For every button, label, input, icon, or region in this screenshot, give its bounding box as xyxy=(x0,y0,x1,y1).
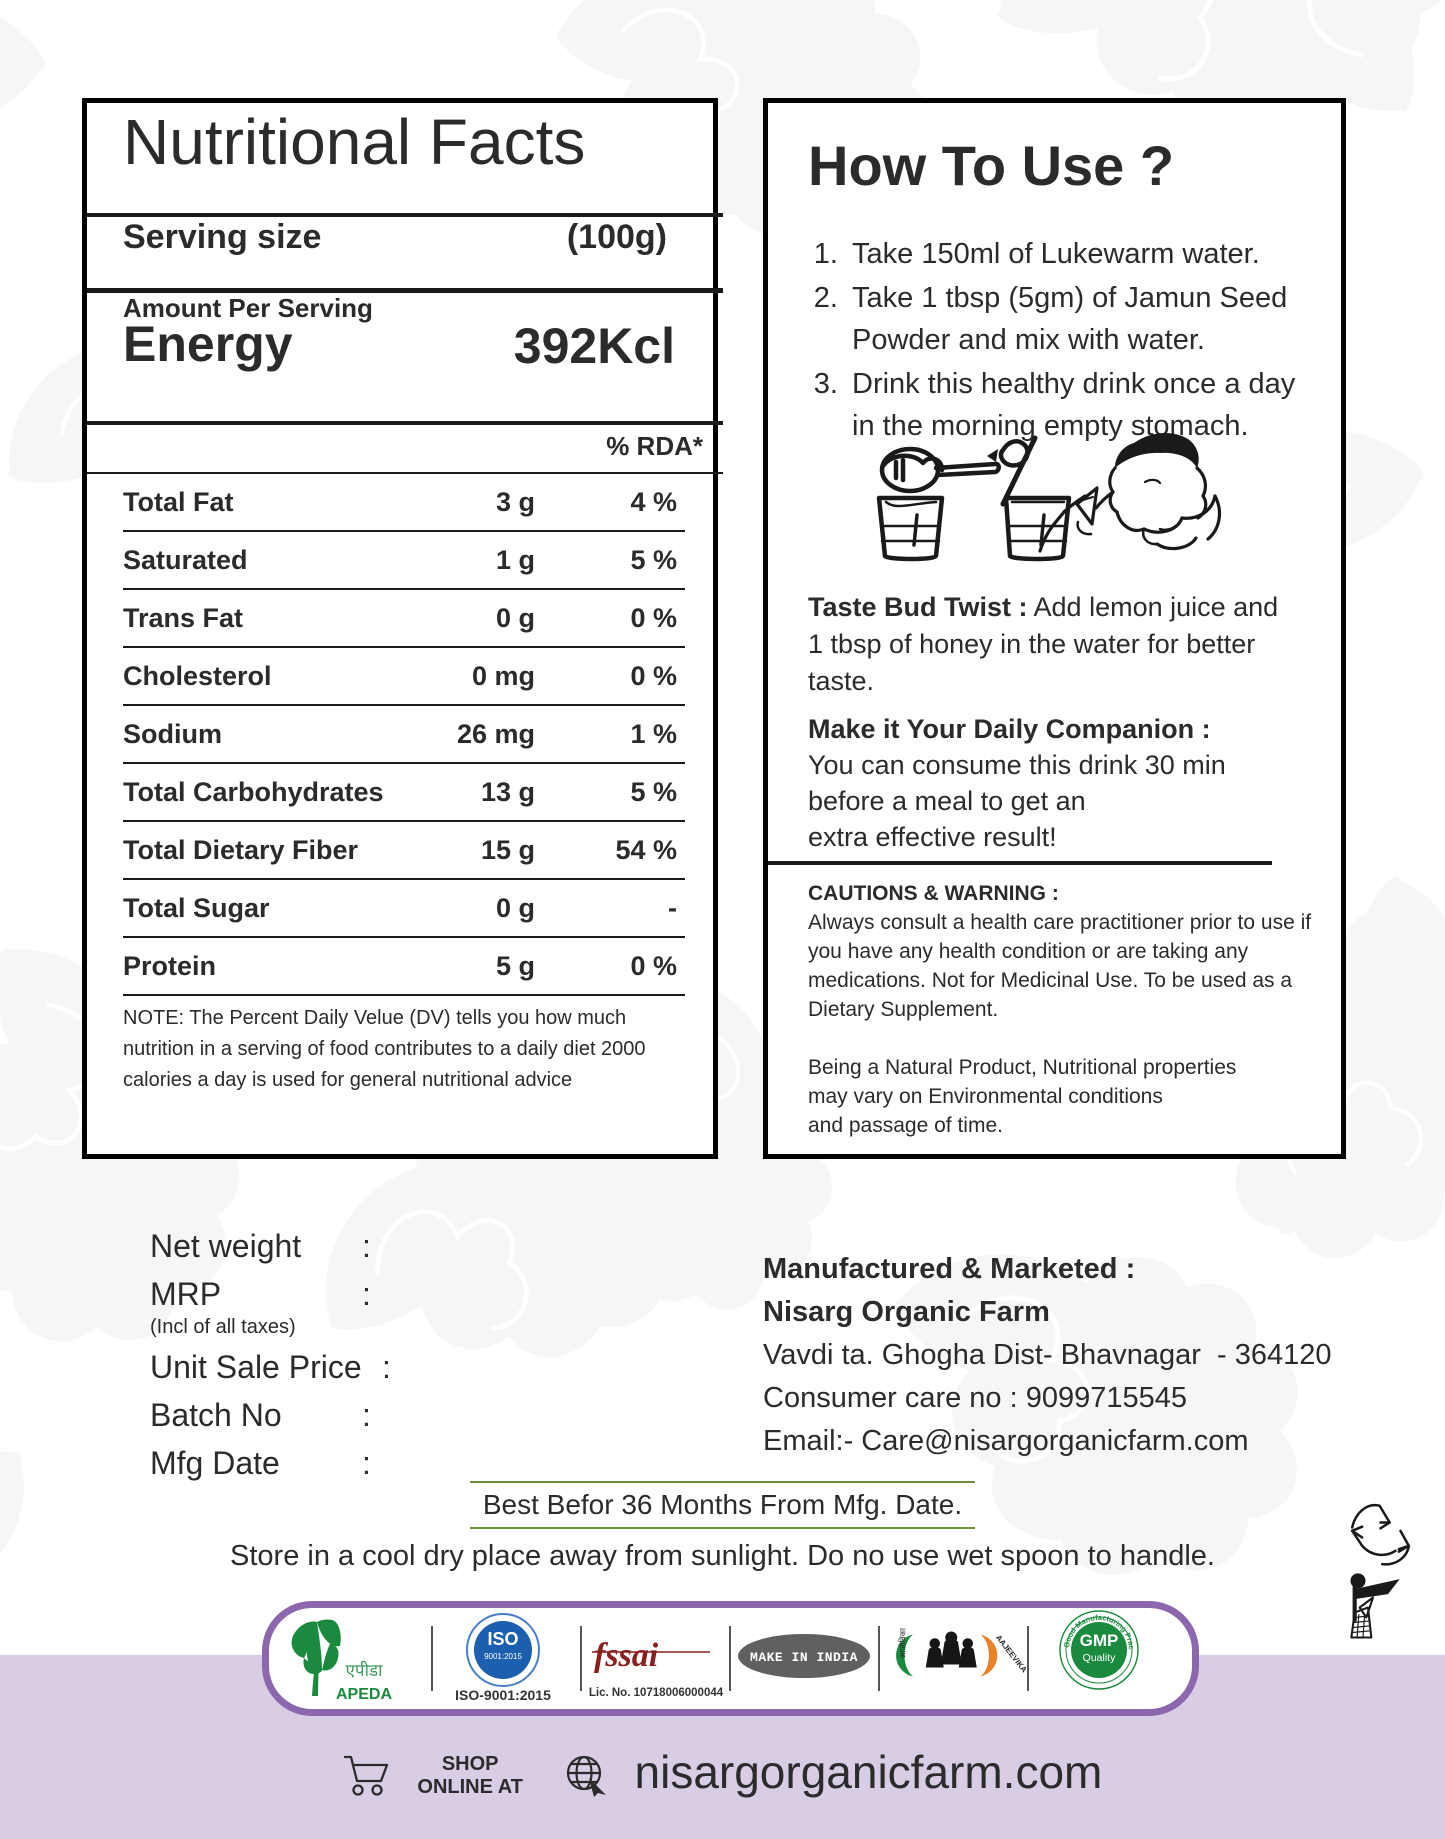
svg-text:9001:2015: 9001:2015 xyxy=(484,1652,522,1661)
svg-text:Quality: Quality xyxy=(1083,1652,1116,1664)
svg-text:एपीडा: एपीडा xyxy=(346,1660,384,1680)
svg-text:AAJEEVIKA: AAJEEVIKA xyxy=(994,1633,1027,1674)
svg-text:MAKE IN INDIA: MAKE IN INDIA xyxy=(750,1650,858,1665)
svg-text:fssai: fssai xyxy=(594,1637,659,1674)
svg-text:आजीविका: आजीविका xyxy=(898,1627,908,1658)
svg-text:Lic. No. 10718006000044: Lic. No. 10718006000044 xyxy=(589,1687,724,1699)
svg-text:ISO: ISO xyxy=(487,1629,518,1649)
svg-text:APEDA: APEDA xyxy=(336,1686,392,1703)
svg-text:ISO-9001:2015: ISO-9001:2015 xyxy=(455,1687,551,1703)
svg-text:GMP: GMP xyxy=(1080,1631,1119,1650)
